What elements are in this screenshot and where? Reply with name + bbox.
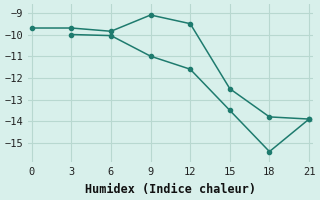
X-axis label: Humidex (Indice chaleur): Humidex (Indice chaleur) [85,183,256,196]
